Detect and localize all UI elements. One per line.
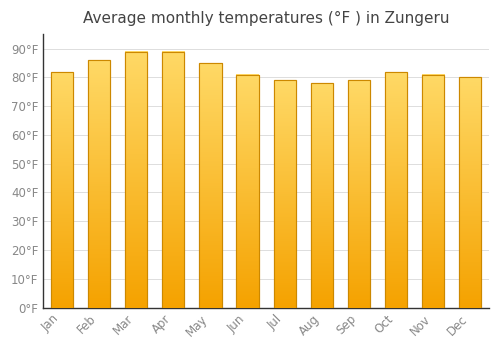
- Bar: [88, 60, 110, 308]
- Bar: [459, 77, 481, 308]
- Bar: [422, 75, 444, 308]
- Bar: [274, 80, 296, 308]
- Bar: [348, 80, 370, 308]
- Bar: [348, 80, 370, 308]
- Bar: [162, 51, 184, 308]
- Title: Average monthly temperatures (°F ) in Zungeru: Average monthly temperatures (°F ) in Zu…: [83, 11, 450, 26]
- Bar: [236, 75, 258, 308]
- Bar: [310, 83, 333, 308]
- Bar: [459, 77, 481, 308]
- Bar: [422, 75, 444, 308]
- Bar: [385, 72, 407, 308]
- Bar: [200, 63, 222, 308]
- Bar: [162, 51, 184, 308]
- Bar: [125, 51, 148, 308]
- Bar: [88, 60, 110, 308]
- Bar: [51, 72, 73, 308]
- Bar: [236, 75, 258, 308]
- Bar: [51, 72, 73, 308]
- Bar: [125, 51, 148, 308]
- Bar: [200, 63, 222, 308]
- Bar: [385, 72, 407, 308]
- Bar: [274, 80, 296, 308]
- Bar: [310, 83, 333, 308]
